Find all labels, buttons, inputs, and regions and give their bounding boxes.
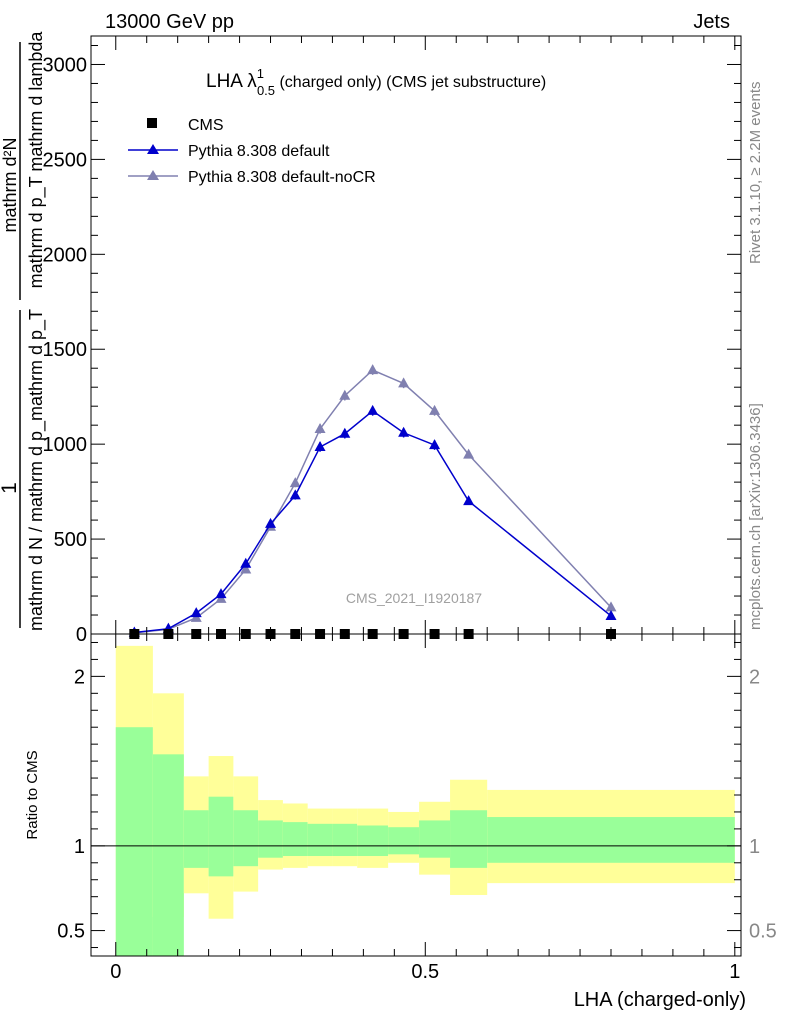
main-y-axis-label: 1 mathrm d N / mathrm d p_mathrm d p_T m… — [0, 31, 47, 631]
ratio-band-inner — [450, 810, 488, 868]
ratio-y-label: Ratio to CMS — [24, 750, 41, 839]
main-y-tick-label: 3000 — [43, 54, 88, 76]
ratio-y-tick-label: 0.5 — [57, 921, 85, 943]
series-point-triangle — [314, 441, 326, 452]
ratio-y-tick-label-right: 2 — [749, 666, 760, 688]
y-label-deriv-numerator: mathrm d²N — [0, 137, 20, 232]
ratio-band-inner — [419, 820, 451, 858]
ratio-band-inner — [208, 796, 234, 877]
ratio-band-inner — [152, 754, 184, 956]
y-label-frac-denominator: mathrm d N / mathrm d p_mathrm d p_T — [26, 309, 47, 631]
analysis-watermark: CMS_2021_I1920187 — [346, 590, 482, 606]
series-point-triangle — [605, 609, 617, 620]
y-label-deriv-denominator: mathrm d p_T mathrm d lambda — [26, 31, 47, 289]
ratio-y-tick-label: 1 — [74, 836, 85, 858]
series-point-triangle — [289, 489, 301, 500]
ratio-band-inner — [388, 827, 420, 855]
ratio-y-ticks: 0.5 0.5 1 1 2 2 — [57, 641, 777, 949]
legend: CMS Pythia 8.308 default Pythia 8.308 de… — [128, 117, 376, 186]
main-y-tick-label: 2500 — [43, 149, 88, 171]
ratio-y-tick-label: 2 — [74, 666, 85, 688]
series-point-triangle — [240, 557, 252, 568]
ratio-y-tick-label-right: 0.5 — [749, 921, 777, 943]
legend-marker-default — [147, 144, 159, 154]
legend-marker-nocr — [147, 170, 159, 180]
series-point-triangle — [367, 364, 379, 375]
ratio-band-inner — [282, 822, 308, 857]
series-point-triangle — [339, 427, 351, 438]
ratio-band-inner — [115, 727, 153, 956]
ratio-band-inner — [357, 825, 389, 857]
series-point-triangle — [314, 422, 326, 433]
x-axis-label: LHA (charged-only) — [574, 989, 746, 1011]
mcplots-label: mcplots.cern.ch [arXiv:1306.3436] — [747, 403, 764, 630]
legend-marker-cms — [147, 118, 157, 128]
ratio-band-inner — [332, 823, 358, 857]
ratio-band-inner — [307, 823, 333, 857]
plot-title: LHA λ1 0.5 (charged only) (CMS jet substr… — [206, 66, 546, 98]
series-point-triangle — [605, 601, 617, 612]
ratio-band-inner — [183, 810, 209, 868]
main-y-tick-label: 0 — [76, 624, 87, 646]
series-point-triangle — [289, 477, 301, 488]
header-left: 13000 GeV pp — [105, 11, 234, 33]
series-point-triangle — [429, 404, 441, 415]
main-y-tick-label: 2000 — [43, 244, 88, 266]
series-point-triangle — [463, 495, 475, 506]
main-y-tick-label: 1500 — [43, 339, 88, 361]
main-y-tick-label: 500 — [54, 529, 87, 551]
series-point-triangle — [429, 439, 441, 450]
ratio-band-inner — [258, 820, 283, 858]
x-ticks: 0 0.5 1 — [110, 36, 740, 983]
main-y-ticks: 0 500 1000 1500 2000 2500 3000 — [43, 44, 741, 646]
series-point-triangle — [463, 448, 475, 459]
series-point-triangle — [339, 389, 351, 400]
ratio-band-inner — [233, 810, 259, 867]
ratio-y-tick-label-right: 1 — [749, 836, 760, 858]
header-right: Jets — [693, 11, 730, 33]
series-point-triangle — [240, 563, 252, 574]
ratio-bands — [115, 645, 735, 956]
x-tick-label: 0 — [110, 961, 121, 983]
series-point-triangle — [265, 517, 277, 528]
series-line — [134, 409, 612, 634]
legend-label-default: Pythia 8.308 default — [188, 143, 330, 160]
series-point-triangle — [398, 426, 410, 437]
legend-label-cms: CMS — [188, 117, 224, 134]
x-tick-label: 0.5 — [411, 961, 439, 983]
y-label-frac-one: 1 — [0, 482, 21, 494]
legend-label-nocr: Pythia 8.308 default-noCR — [188, 169, 376, 186]
series-point-triangle — [367, 404, 379, 415]
series-point-triangle — [215, 588, 227, 599]
x-tick-label: 1 — [729, 961, 740, 983]
main-y-tick-label: 1000 — [43, 434, 88, 456]
rivet-version-label: Rivet 3.1.10, ≥ 2.2M events — [747, 82, 764, 265]
series-point-triangle — [398, 377, 410, 388]
series-point-triangle — [190, 607, 202, 618]
ratio-band-inner — [487, 817, 735, 863]
